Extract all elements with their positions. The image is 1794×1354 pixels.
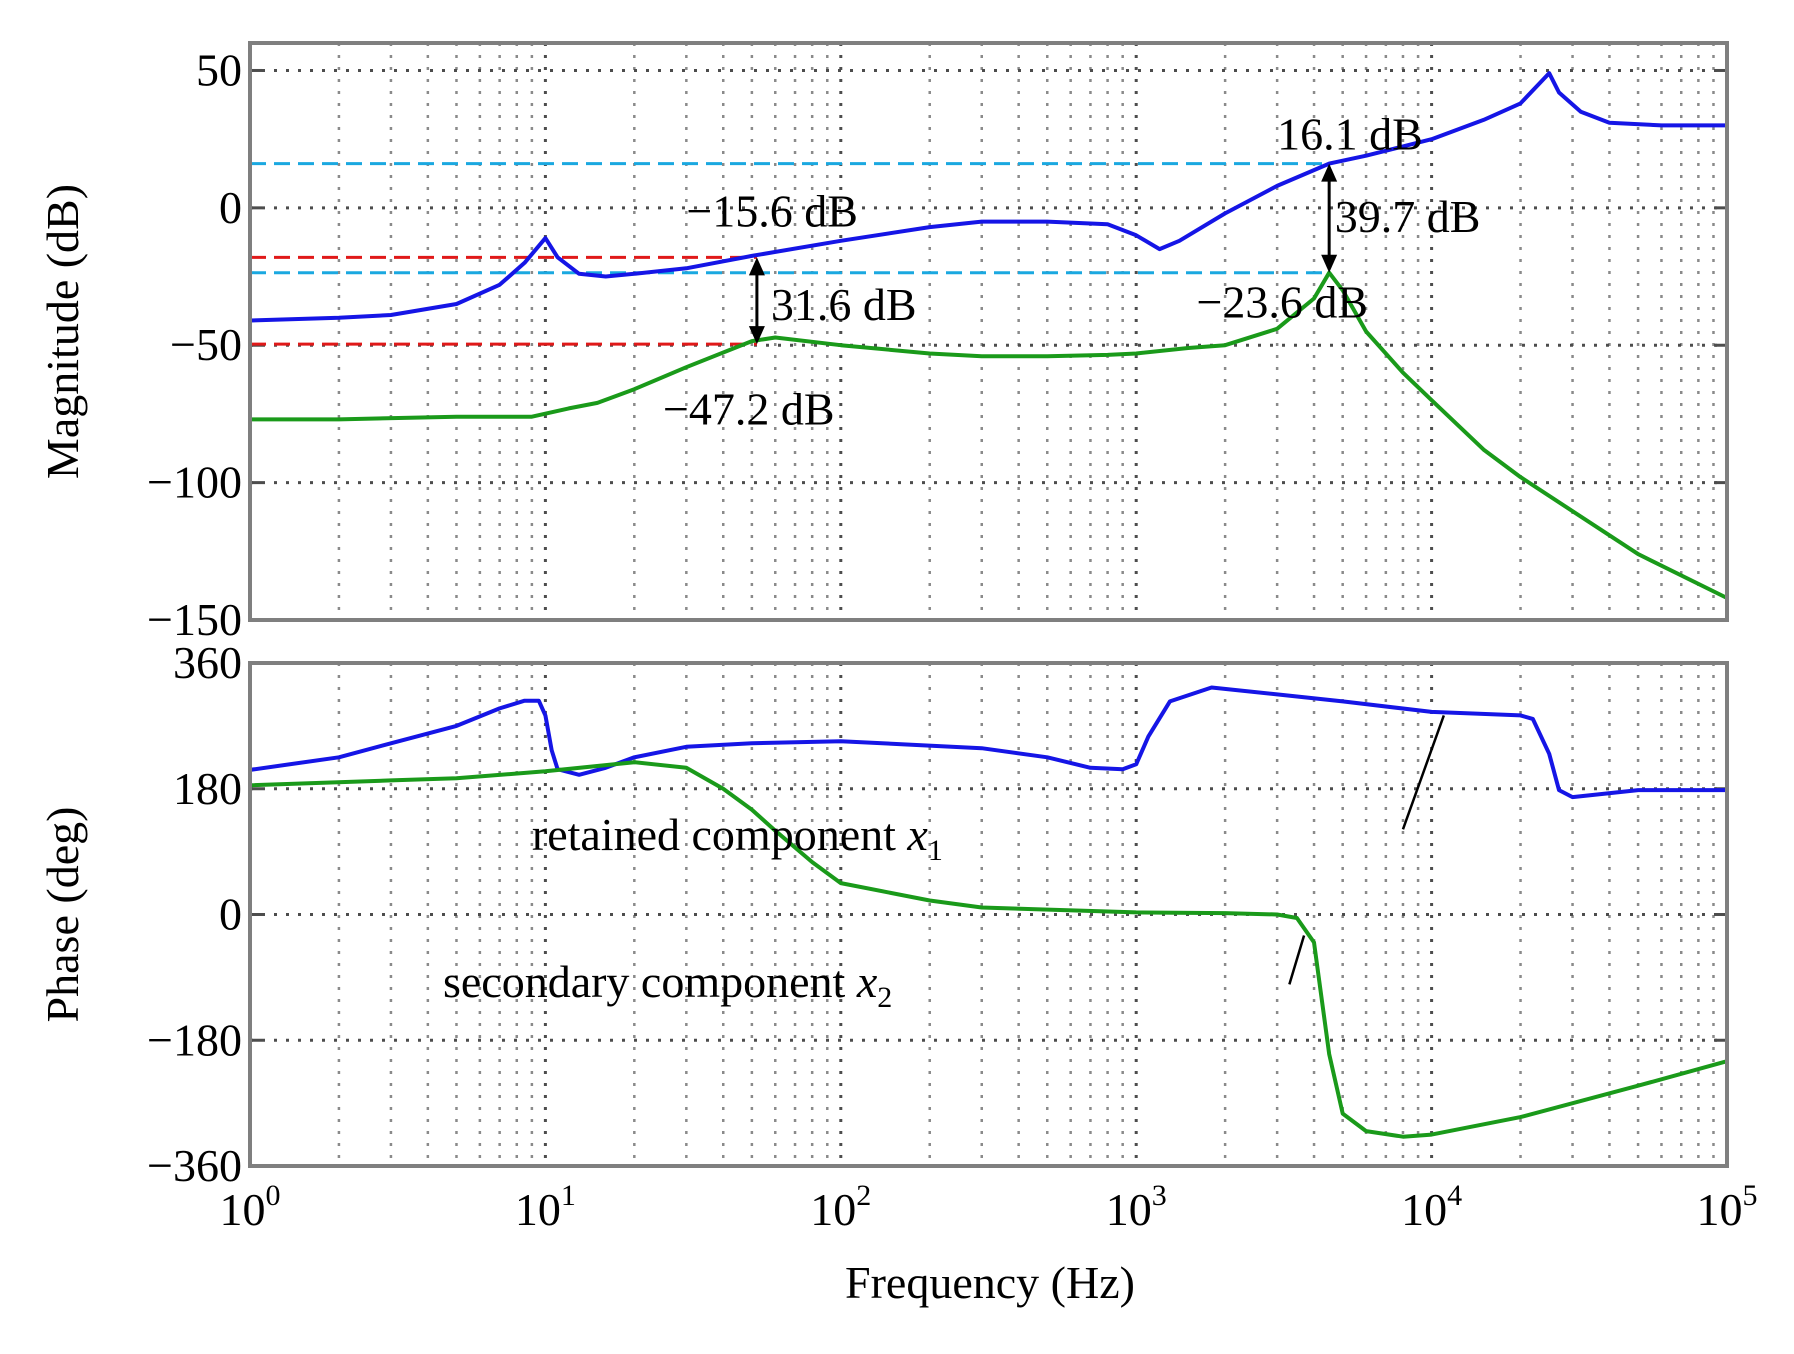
magnitude-series [249,71,1728,600]
x-tick-label-1: 101 [515,1179,576,1235]
phase-label-leader-1 [1288,935,1306,985]
x-tick-base-3: 10 [1106,1184,1152,1235]
phase-series-label-0-part-1: x [906,809,928,860]
x-tick-exp-5: 5 [1743,1179,1758,1212]
magnitude-annotation-4: −23.6 dB [1196,276,1368,327]
x-tick-label-3: 103 [1106,1179,1167,1235]
phase-frame [248,661,1729,1168]
magnitude-series-x1 [249,71,1727,323]
magnitude-arrow-head-bottom-1 [1321,254,1338,273]
x-tick-exp-1: 1 [561,1179,576,1212]
magnitude-arrows [748,163,1338,345]
x-tick-label-4: 104 [1401,1179,1462,1235]
magnitude-annotation-3: 31.6 dB [771,279,917,330]
magnitude-y-tick-label-4: −150 [147,594,242,645]
magnitude-y-tick-label-1: 0 [219,182,242,233]
magnitude-arrow-head-top-0 [748,257,765,276]
phase-label-leader-0 [1401,714,1446,830]
magnitude-annotation-1: −15.6 dB [686,186,858,237]
magnitude-annotation-0: 16.1 dB [1277,109,1423,160]
phase-series-label-0-part-0: retained component [532,809,908,860]
magnitude-arrow-head-bottom-0 [748,326,765,345]
x-axis-title: Frequency (Hz) [845,1257,1135,1308]
phase-series-label-1-part-1: x [856,956,878,1007]
x-tick-base-0: 10 [220,1184,266,1235]
magnitude-y-tick-label-3: −100 [147,457,242,508]
magnitude-arrow-0 [748,257,765,345]
x-tick-base-5: 10 [1697,1184,1743,1235]
phase-series-label-0: retained component x1 [532,809,943,867]
x-tick-exp-2: 2 [856,1179,871,1212]
phase-y-axis-title: Phase (deg) [37,807,88,1023]
magnitude-reference-lines [250,162,1330,346]
x-tick-base-1: 10 [515,1184,561,1235]
phase-series-label-0-part-2: 1 [928,834,943,867]
x-tick-exp-0: 0 [266,1179,281,1212]
phase-y-tick-labels: 360 180 0 −180 −360 [147,637,242,1191]
x-tick-label-0: 100 [220,1179,281,1235]
magnitude-y-tick-labels: 50 0 −50 −100 −150 [147,44,242,645]
x-tick-label-5: 105 [1697,1179,1758,1235]
phase-series-x2 [249,760,1728,1139]
magnitude-arrow-head-top-1 [1321,163,1338,182]
phase-series-label-1-part-2: 2 [877,981,892,1014]
phase-y-tick-label-1: 180 [173,763,242,814]
magnitude-series-x2 [250,270,1728,600]
magnitude-y-tick-label-2: −50 [170,319,242,370]
x-tick-labels: 100 101 102 103 104 105 [220,1179,1758,1235]
magnitude-annotation-2: 39.7 dB [1335,191,1481,242]
phase-y-tick-label-4: −360 [147,1140,242,1191]
phase-series-x1 [249,685,1727,800]
phase-y-tick-label-2: 0 [219,889,242,940]
magnitude-y-axis-title: Magnitude (dB) [37,184,88,479]
x-tick-base-4: 10 [1401,1184,1447,1235]
magnitude-y-tick-label-0: 50 [196,44,242,95]
x-tick-exp-3: 3 [1152,1179,1167,1212]
x-tick-label-2: 102 [810,1179,871,1235]
x-tick-base-2: 10 [810,1184,856,1235]
phase-y-tick-label-3: −180 [147,1014,242,1065]
magnitude-frame [248,41,1729,622]
magnitude-annotations: 16.1 dB −15.6 dB 39.7 dB 31.6 dB −23.6 dB −47… [663,109,1480,435]
phase-series-label-1: secondary component x2 [443,956,892,1014]
phase-y-tick-label-0: 360 [173,637,242,688]
magnitude-panel: 16.1 dB −15.6 dB 39.7 dB 31.6 dB −23.6 dB −47… [37,41,1729,645]
phase-series-label-1-part-0: secondary component [443,956,857,1007]
x-tick-exp-4: 4 [1447,1179,1462,1212]
magnitude-arrow-1 [1321,163,1338,273]
magnitude-annotation-5: −47.2 dB [663,383,835,434]
phase-series [249,685,1728,1139]
